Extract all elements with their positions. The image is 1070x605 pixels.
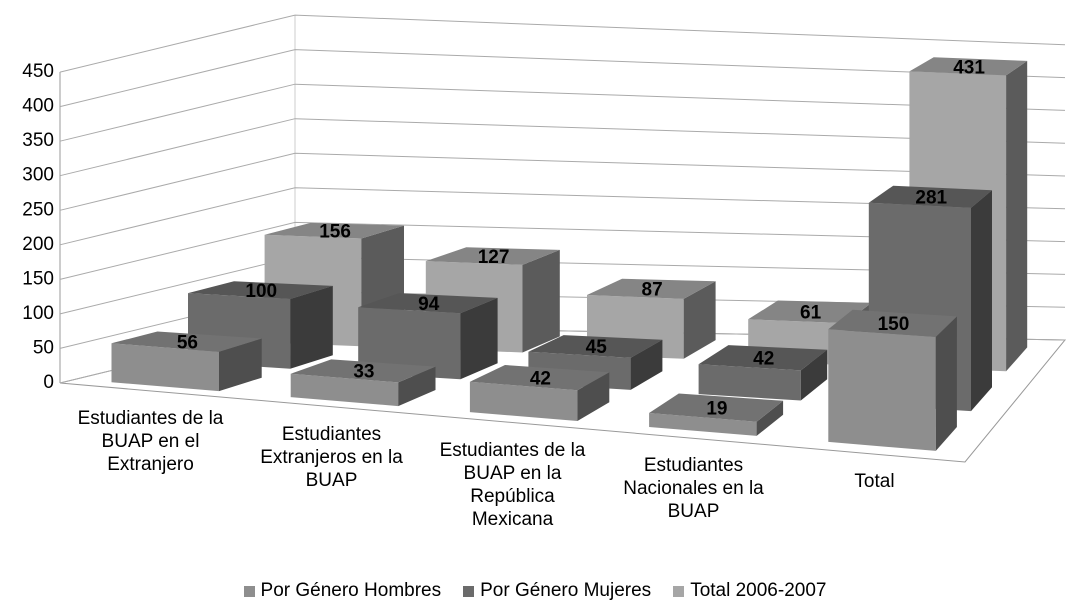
bar-front — [649, 413, 757, 436]
x-tick-label: Estudiantes de la BUAP en la República M… — [439, 439, 586, 530]
value-label: 431 — [953, 57, 985, 78]
bar: 56 — [111, 331, 262, 392]
bar-top — [290, 359, 436, 383]
grid-line — [59, 152, 1066, 211]
bar-side — [290, 285, 333, 369]
bar-front — [290, 373, 399, 407]
grid-line — [59, 187, 1066, 246]
y-tick-label: 450 — [22, 61, 54, 82]
bar-side — [971, 190, 992, 412]
bar-side — [460, 297, 498, 380]
legend-swatch — [243, 585, 255, 597]
y-tick-label: 300 — [22, 165, 54, 186]
value-label: 61 — [800, 302, 822, 323]
bar-top — [649, 393, 784, 422]
bar: 150 — [828, 309, 957, 451]
x-tick-label: Estudiantes de la BUAP en el Extranjero — [77, 407, 224, 475]
bar: 19 — [649, 393, 784, 436]
bar-top — [111, 331, 262, 352]
x-tick-label: Estudiantes Nacionales en la BUAP — [623, 455, 764, 523]
bar-front — [469, 381, 578, 421]
legend-swatch — [463, 585, 475, 597]
bar-side — [398, 366, 436, 407]
value-label: 127 — [478, 247, 510, 268]
bar-front — [828, 329, 936, 451]
bar-top — [528, 335, 663, 358]
bar-side — [577, 372, 610, 421]
legend-item: Total 2006-2007 — [673, 580, 826, 602]
value-label: 33 — [353, 362, 374, 383]
legend-label: Por Género Mujeres — [480, 580, 652, 601]
bar-front — [111, 343, 219, 392]
grid-line — [59, 83, 1066, 142]
value-label: 156 — [319, 221, 351, 242]
value-label: 100 — [245, 281, 277, 302]
bar-side — [683, 281, 716, 359]
bar-side — [935, 316, 957, 451]
bar: 94 — [358, 293, 498, 380]
bar-top — [469, 365, 610, 391]
legend-item: Por Género Mujeres — [463, 580, 651, 602]
legend-label: Por Género Hombres — [260, 580, 442, 601]
bar-top — [909, 57, 1028, 76]
bar-top — [587, 278, 716, 299]
value-label: 56 — [177, 332, 198, 353]
grid-line — [59, 49, 1066, 108]
grid-line — [59, 118, 1066, 177]
bar-side — [1006, 60, 1028, 372]
grid-line — [59, 221, 1066, 280]
bar-front — [358, 307, 461, 380]
bar: 100 — [188, 281, 333, 369]
y-tick-label: 150 — [22, 268, 54, 289]
bar: 42 — [469, 365, 610, 421]
bar-top — [868, 185, 992, 208]
bar-front — [698, 364, 801, 401]
x-tick-label: Estudiantes Extranjeros en la BUAP — [260, 423, 403, 491]
bar: 42 — [698, 345, 828, 401]
value-label: 45 — [586, 337, 608, 358]
bar-top — [358, 293, 498, 314]
bar-top — [188, 281, 333, 299]
value-label: 150 — [878, 314, 910, 335]
value-label: 94 — [418, 294, 440, 315]
value-label: 42 — [753, 348, 774, 369]
bar-top — [264, 222, 404, 239]
legend-swatch — [673, 585, 685, 597]
y-tick-label: 200 — [22, 234, 54, 255]
bar-top — [698, 345, 828, 371]
bar-top — [425, 247, 560, 265]
y-tick-label: 250 — [22, 199, 54, 220]
bar-side — [522, 249, 560, 353]
value-label: 87 — [642, 280, 663, 301]
bar-top — [748, 300, 872, 324]
legend-item: Por Género Hombres — [243, 580, 442, 602]
bar-side — [219, 338, 262, 392]
legend-label: Total 2006-2007 — [690, 580, 827, 601]
legend: Por Género Hombres Por Género Mujeres Tota… — [0, 580, 1070, 602]
y-tick-label: 100 — [22, 303, 54, 324]
value-label: 281 — [915, 188, 947, 209]
bar-side — [630, 339, 663, 390]
y-tick-label: 0 — [43, 372, 54, 393]
bar-side — [800, 349, 828, 401]
y-tick-label: 400 — [22, 96, 54, 117]
y-tick-label: 350 — [22, 130, 54, 151]
y-tick-label: 50 — [33, 337, 54, 358]
value-label: 19 — [706, 398, 727, 419]
bar-side — [756, 400, 784, 436]
grid-line — [59, 14, 1066, 73]
x-tick-label: Total — [854, 471, 895, 493]
value-label: 42 — [530, 368, 551, 389]
bar-top — [828, 309, 957, 337]
bar: 33 — [290, 359, 436, 407]
